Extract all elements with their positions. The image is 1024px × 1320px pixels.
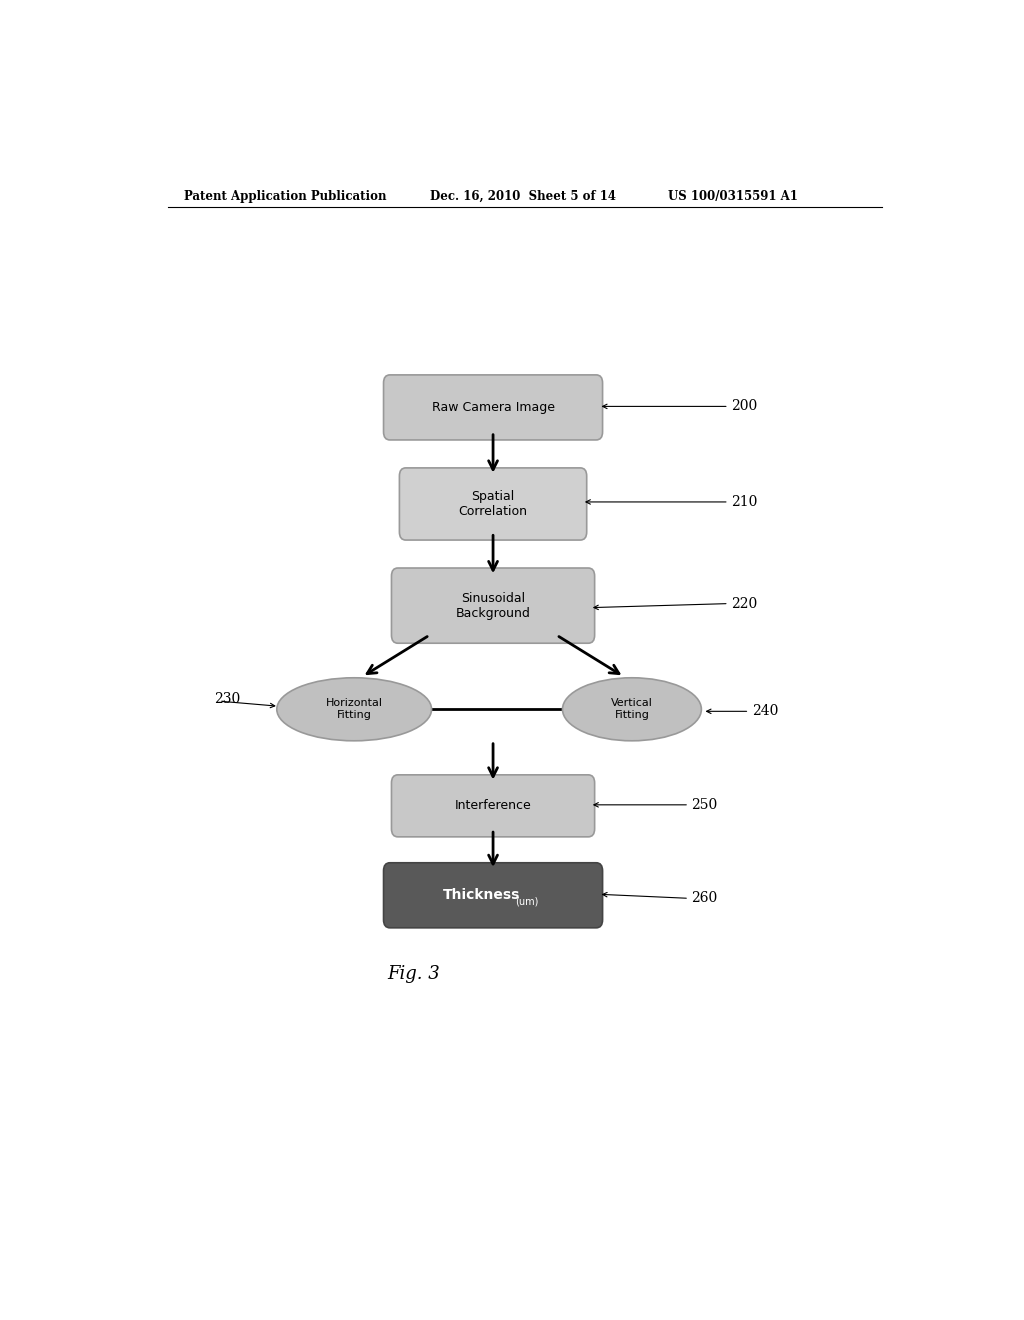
Text: Spatial
Correlation: Spatial Correlation	[459, 490, 527, 517]
FancyBboxPatch shape	[384, 863, 602, 928]
Text: Fig. 3: Fig. 3	[387, 965, 440, 982]
Text: (um): (um)	[515, 896, 538, 907]
Text: Dec. 16, 2010  Sheet 5 of 14: Dec. 16, 2010 Sheet 5 of 14	[430, 190, 615, 202]
Text: Interference: Interference	[455, 800, 531, 812]
Text: 260: 260	[691, 891, 718, 906]
FancyBboxPatch shape	[399, 467, 587, 540]
Text: 250: 250	[691, 797, 718, 812]
Ellipse shape	[562, 677, 701, 741]
Text: Vertical
Fitting: Vertical Fitting	[611, 698, 653, 721]
Text: Patent Application Publication: Patent Application Publication	[183, 190, 386, 202]
Text: 210: 210	[731, 495, 758, 510]
Text: Raw Camera Image: Raw Camera Image	[431, 401, 555, 414]
FancyBboxPatch shape	[391, 775, 595, 837]
Text: US 100/0315591 A1: US 100/0315591 A1	[668, 190, 798, 202]
Text: Sinusoidal
Background: Sinusoidal Background	[456, 591, 530, 619]
Text: 200: 200	[731, 400, 758, 413]
Text: 220: 220	[731, 597, 758, 611]
Text: Horizontal
Fitting: Horizontal Fitting	[326, 698, 383, 721]
Ellipse shape	[276, 677, 431, 741]
FancyBboxPatch shape	[391, 568, 595, 643]
FancyBboxPatch shape	[384, 375, 602, 440]
Text: Thickness: Thickness	[442, 888, 520, 903]
Text: 240: 240	[752, 705, 778, 718]
Text: 230: 230	[214, 692, 240, 706]
